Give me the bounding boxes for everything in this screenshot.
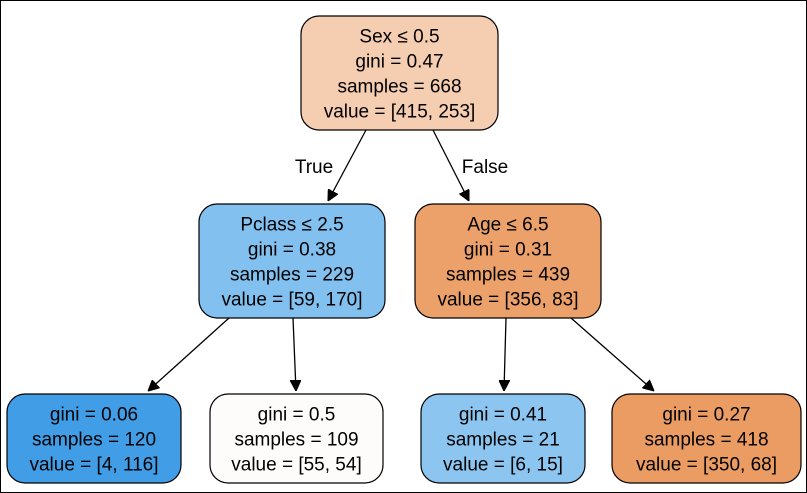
tree-node-right: Age ≤ 6.5 gini = 0.31 samples = 439 value =… (414, 203, 602, 319)
node-line: samples = 109 (234, 430, 358, 451)
node-line: Sex ≤ 0.5 (359, 27, 439, 48)
tree-node-root: Sex ≤ 0.5 gini = 0.47 samples = 668 value =… (300, 15, 499, 131)
node-line: samples = 21 (446, 430, 560, 451)
tree-node-leaf-rr: gini = 0.27 samples = 418 value = [350, 68… (611, 393, 802, 484)
node-line: gini = 0.38 (248, 240, 336, 261)
edge-right-leafrr (570, 317, 654, 391)
node-line: Age ≤ 6.5 (467, 215, 548, 236)
tree-node-left: Pclass ≤ 2.5 gini = 0.38 samples = 229 valu… (198, 203, 386, 319)
node-line: gini = 0.5 (258, 405, 336, 426)
edge-left-leafll (148, 317, 230, 391)
node-line: Pclass ≤ 2.5 (240, 215, 343, 236)
node-box (611, 393, 802, 484)
edge-left-leaflr (293, 317, 296, 391)
node-line: samples = 120 (32, 430, 156, 451)
node-line: value = [55, 54] (231, 455, 361, 476)
node-line: value = [4, 116] (29, 455, 158, 476)
tree-node-leaf-rl: gini = 0.41 samples = 21 value = [6, 15] (420, 393, 586, 484)
node-line: samples = 439 (446, 265, 570, 286)
edge-right-leafrl (504, 317, 506, 391)
edge-label-true: True (295, 157, 333, 178)
node-box (209, 393, 384, 484)
edge-root-left (328, 129, 367, 201)
node-box (6, 393, 182, 484)
tree-node-leaf-lr: gini = 0.5 samples = 109 value = [55, 54] (209, 393, 384, 484)
node-line: gini = 0.47 (355, 52, 443, 73)
node-box (198, 203, 386, 319)
node-line: samples = 668 (337, 77, 461, 98)
nodes-layer: Sex ≤ 0.5 gini = 0.47 samples = 668 value =… (6, 15, 802, 484)
tree-node-leaf-ll: gini = 0.06 samples = 120 value = [4, 116] (6, 393, 182, 484)
node-line: value = [350, 68] (636, 455, 777, 476)
node-line: gini = 0.27 (662, 405, 750, 426)
node-line: samples = 418 (644, 430, 768, 451)
node-line: value = [6, 15] (443, 455, 563, 476)
node-line: value = [59, 170] (221, 290, 362, 311)
node-line: samples = 229 (230, 265, 354, 286)
node-line: gini = 0.31 (464, 240, 552, 261)
node-box (300, 15, 499, 131)
node-line: value = [415, 253] (324, 102, 476, 123)
node-line: gini = 0.41 (459, 405, 547, 426)
node-box (414, 203, 602, 319)
node-line: gini = 0.06 (50, 405, 138, 426)
edge-root-right (432, 129, 470, 201)
node-box (420, 393, 586, 484)
edge-label-false: False (462, 157, 508, 178)
node-line: value = [356, 83] (437, 290, 578, 311)
